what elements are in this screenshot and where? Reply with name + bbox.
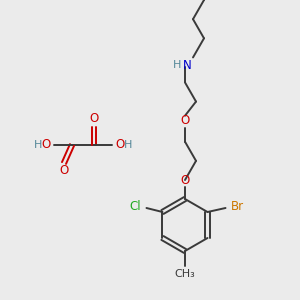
Text: O: O — [180, 114, 190, 127]
Text: O: O — [180, 173, 190, 187]
Text: Br: Br — [231, 200, 244, 214]
Text: Cl: Cl — [130, 200, 141, 214]
Text: O: O — [59, 164, 69, 178]
Text: N: N — [183, 59, 191, 72]
Text: O: O — [41, 139, 51, 152]
Text: H: H — [173, 60, 181, 70]
Text: CH₃: CH₃ — [175, 269, 195, 279]
Text: O: O — [116, 139, 124, 152]
Text: H: H — [124, 140, 132, 150]
Text: H: H — [34, 140, 42, 150]
Text: O: O — [89, 112, 99, 125]
